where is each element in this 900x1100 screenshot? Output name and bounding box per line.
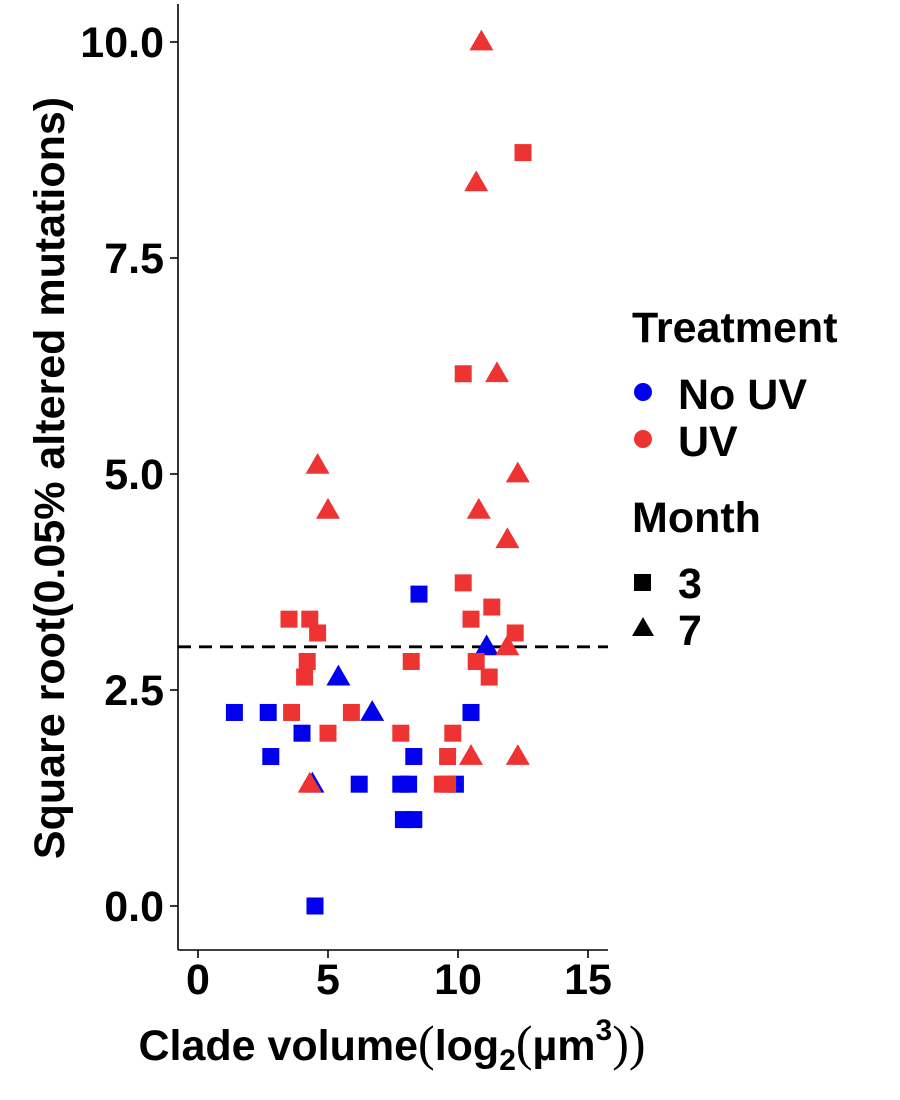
x-axis-title-subscript: 2 [499,1044,516,1077]
point-no-uv-month-3 [400,775,418,793]
point-uv-month-3 [298,652,316,670]
point-uv-month-3 [392,724,410,742]
y-axis-title: Square root(0.05% altered mutations) [26,97,74,859]
point-uv-month-3 [454,365,472,383]
point-uv-month-7 [297,771,322,793]
x-tick-label: 5 [316,956,340,1004]
point-uv-month-7 [459,744,483,765]
point-uv-month-3 [439,748,457,766]
y-tick-label: 10.0 [80,19,164,67]
point-uv-month-7 [316,497,340,519]
point-uv-month-3 [514,144,532,162]
point-uv-month-3 [480,668,498,686]
x-axis-title-paren-open-2: ( [516,1015,533,1071]
point-no-uv-month-3 [350,775,368,793]
point-uv-month-3 [467,652,485,670]
point-uv-month-7 [469,29,494,51]
point-no-uv-month-3 [462,703,480,721]
point-uv-month-7 [305,452,330,474]
point-no-uv-month-7 [474,634,499,656]
legend-month-3-label: 3 [678,560,702,608]
point-uv-month-3 [402,652,420,670]
x-axis-title-paren-open: ( [418,1015,435,1071]
point-no-uv-month-3 [410,585,428,603]
point-uv-month-3 [444,724,462,742]
point-uv-month-3 [309,624,327,642]
point-uv-month-7 [485,361,509,383]
point-no-uv-month-3 [405,748,423,766]
y-tick-label: 5.0 [104,451,164,499]
x-tick-label: 10 [434,956,482,1004]
point-uv-month-7 [505,744,530,765]
point-uv-month-3 [462,610,480,628]
point-uv-month-7 [464,170,489,192]
y-tick-label: 7.5 [104,235,164,283]
legend-treatment-title: Treatment [632,304,838,352]
point-no-uv-month-7 [360,700,385,721]
point-uv-month-3 [483,598,501,616]
legend-month-7-label: 7 [678,607,702,655]
point-uv-month-7 [495,527,520,549]
legend-month-7-swatch [632,617,654,636]
legend-month-3-swatch [634,574,651,591]
legend-month-title: Month [632,494,761,542]
point-no-uv-month-7 [326,664,351,686]
point-uv-month-3 [296,668,314,686]
point-no-uv-month-3 [405,811,423,829]
point-no-uv-month-3 [262,748,280,766]
x-tick-label: 0 [186,956,210,1004]
point-uv-month-3 [319,724,337,742]
x-axis-title-main: Clade volume [138,1022,418,1070]
legend-treatment: Treatment No UV UV [632,304,838,466]
x-axis-title-unit: µm [533,1022,596,1070]
y-tick-label: 2.5 [104,667,164,715]
point-uv-month-3 [506,624,524,642]
point-no-uv-month-3 [306,897,324,915]
point-uv-month-7 [466,497,491,519]
point-uv-month-3 [342,703,360,721]
point-uv-month-3 [283,703,301,721]
x-axis-title-superscript: 3 [596,1014,613,1047]
legend-uv-swatch [634,430,652,448]
x-axis-title-log: log [435,1022,499,1070]
y-axis-ticks: 0.0 2.5 5.0 7.5 10.0 [80,19,178,931]
point-no-uv-month-3 [293,724,311,742]
legend-no-uv-swatch [634,383,652,401]
point-no-uv-month-3 [225,703,243,721]
y-tick-label: 0.0 [104,883,164,931]
x-axis-ticks: 0 5 10 15 [186,950,612,1004]
x-axis-title-paren-close: )) [612,1015,645,1071]
legend-uv-label: UV [678,418,738,466]
point-uv-month-3 [439,775,457,793]
point-uv-month-3 [301,610,319,628]
point-uv-month-3 [280,610,298,628]
legend-no-uv-label: No UV [678,371,807,419]
legend-month: Month 3 7 [632,494,761,655]
x-tick-label: 15 [564,956,612,1004]
point-uv-month-7 [505,461,530,483]
data-points [225,29,532,915]
x-axis-title: Clade volume(log2(µm3)) [138,1014,645,1077]
point-uv-month-7 [495,634,520,656]
point-no-uv-month-3 [259,703,277,721]
point-uv-month-3 [454,574,472,592]
